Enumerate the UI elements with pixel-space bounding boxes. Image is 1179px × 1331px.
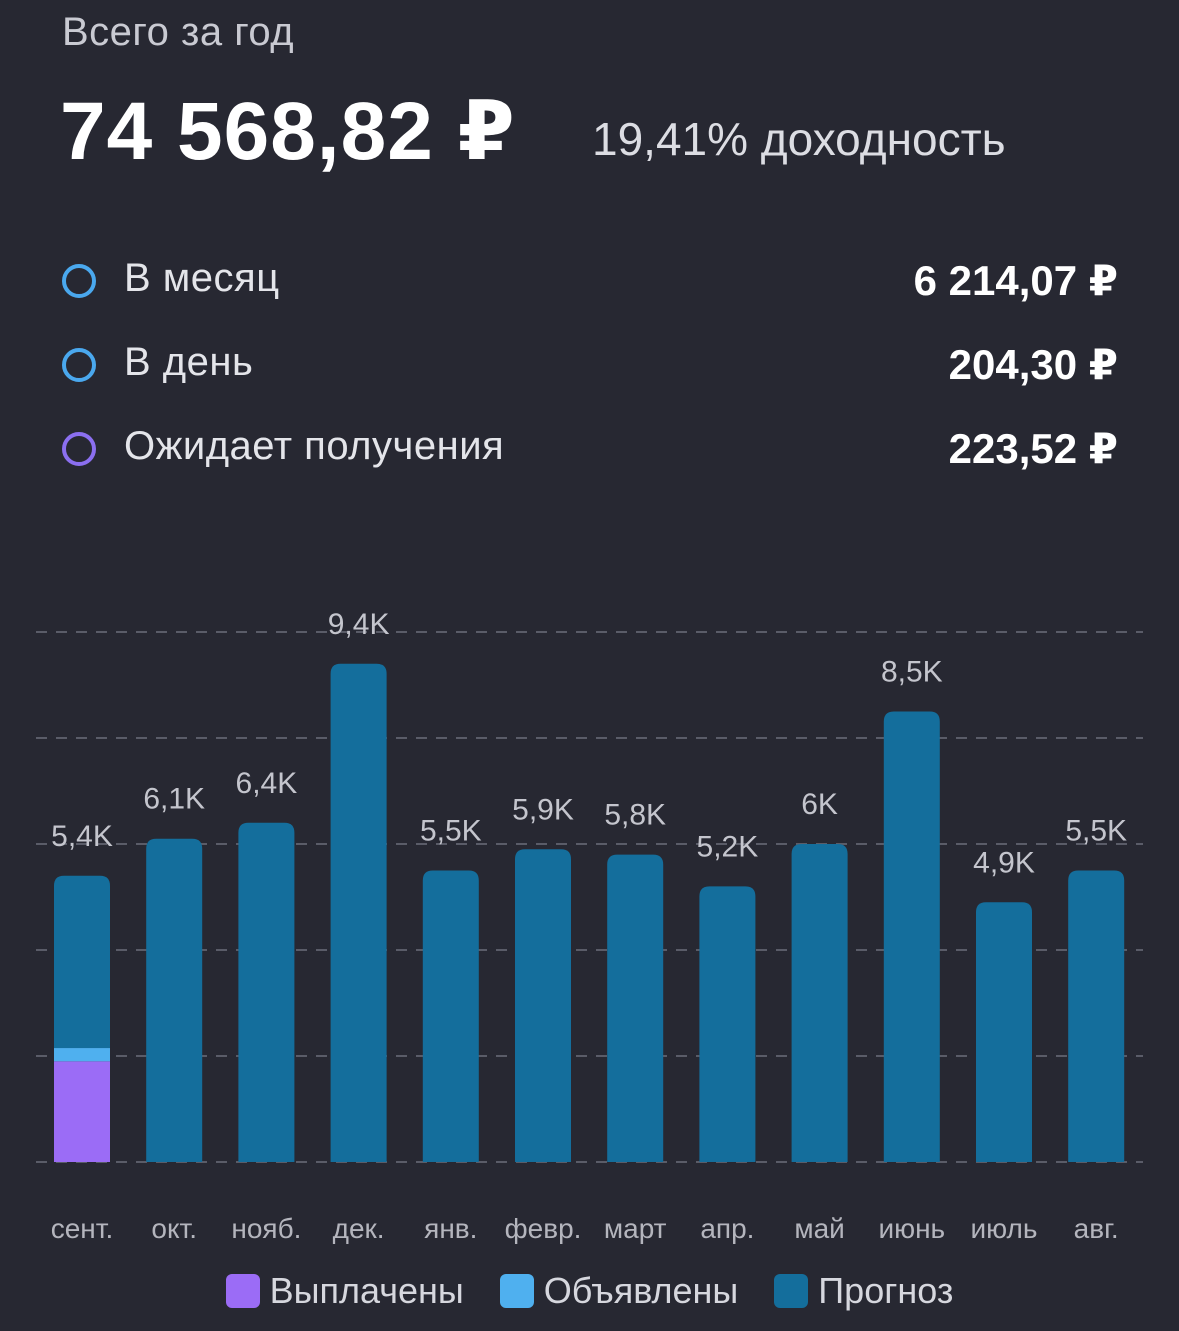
legend-swatch <box>499 1274 534 1308</box>
bar-value-label: 6,1K <box>143 783 205 816</box>
stat-row-pending[interactable]: Ожидает получения 223,52 ₽ <box>60 420 1118 480</box>
stat-row-monthly[interactable]: В месяц 6 214,07 ₽ <box>60 252 1118 312</box>
x-tick-label: сент. <box>51 1213 114 1244</box>
total-amount: 74 568,82 ₽ <box>60 86 516 177</box>
x-tick-label: февр. <box>505 1213 582 1244</box>
x-tick-label: дек. <box>333 1213 385 1244</box>
stat-label: Ожидает получения <box>124 424 505 468</box>
circle-icon <box>62 348 96 382</box>
stat-value: 204,30 ₽ <box>948 341 1118 388</box>
circle-icon <box>62 432 96 466</box>
bar-value-label: 4,9K <box>973 846 1035 879</box>
x-tick-label: янв. <box>424 1213 477 1244</box>
x-tick-label: март <box>604 1213 667 1244</box>
x-tick-label: май <box>794 1213 844 1244</box>
bar-segment <box>422 870 479 1162</box>
legend-item-paid[interactable]: Выплачены <box>225 1270 464 1312</box>
bar-segment <box>330 663 387 1162</box>
bar-segment <box>515 849 571 1162</box>
bar-value-label: 8,5K <box>881 656 943 689</box>
bar-segment <box>607 854 664 1162</box>
stat-value: 6 214,07 ₽ <box>913 257 1118 304</box>
legend-label: Выплачены <box>269 1270 464 1311</box>
bar-value-label: 6K <box>801 788 838 821</box>
bar-segment <box>54 1048 110 1062</box>
legend-item-forecast[interactable]: Прогноз <box>774 1270 953 1312</box>
legend-label: Прогноз <box>818 1270 954 1311</box>
bar-segment <box>238 822 295 1162</box>
stat-label: В месяц <box>124 256 280 300</box>
bar-value-label: 5,4K <box>51 820 113 853</box>
subtitle: Всего за год <box>62 10 295 54</box>
bar-segment <box>976 902 1032 1162</box>
x-tick-label: июль <box>971 1213 1038 1244</box>
x-tick-label: нояб. <box>231 1213 301 1244</box>
bar-segment <box>699 886 756 1162</box>
stat-label: В день <box>124 340 254 384</box>
legend-item-announced[interactable]: Объявлены <box>499 1270 739 1312</box>
bar-value-label: 5,5K <box>1065 815 1127 848</box>
bar-value-label: 5,8K <box>604 799 666 832</box>
stat-value: 223,52 ₽ <box>948 425 1118 472</box>
x-tick-label: авг. <box>1074 1213 1119 1244</box>
stat-row-daily[interactable]: В день 204,30 ₽ <box>60 336 1118 396</box>
legend-swatch <box>774 1274 809 1308</box>
chart-legend: Выплачены Объявлены Прогноз <box>0 1270 1179 1312</box>
x-tick-label: окт. <box>151 1213 197 1244</box>
bar-segment <box>791 844 848 1162</box>
x-tick-label: апр. <box>700 1213 754 1244</box>
legend-label: Объявлены <box>543 1270 739 1311</box>
bar-segment <box>146 838 203 1162</box>
bar-value-label: 5,5K <box>420 815 482 848</box>
bar-segment <box>54 1061 110 1162</box>
bar-segment <box>54 875 110 1049</box>
bar-segment <box>883 711 940 1162</box>
bar-value-label: 5,9K <box>512 793 574 826</box>
bar-value-label: 6,4K <box>236 767 298 800</box>
x-tick-label: июнь <box>878 1213 945 1244</box>
legend-swatch <box>225 1274 260 1308</box>
dividends-bar-chart: 5,4K сент. 6,1K окт. 6,4K нояб. 9,4K дек. 5,5K ян… <box>36 608 1143 1244</box>
yield-text: 19,41% доходность <box>592 113 1006 165</box>
bar-segment <box>1068 870 1125 1162</box>
bar-value-label: 5,2K <box>697 830 759 863</box>
circle-icon <box>62 264 96 298</box>
bar-value-label: 9,4K <box>328 608 390 641</box>
